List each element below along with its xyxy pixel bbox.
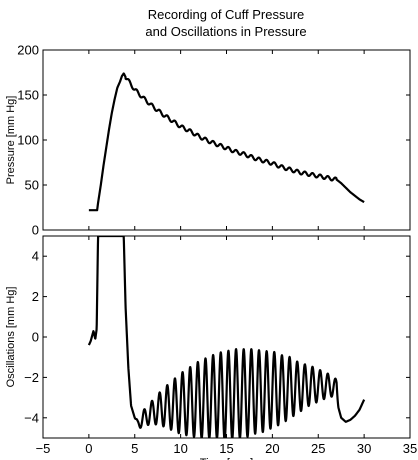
chart-title-line-2: and Oscillations in Pressure [145,24,306,39]
oscillations-panel: −5 0 5 10 15 20 25 30 35 −4 −2 0 2 4 Oscillations [mm … [5,235,417,460]
x-tick-label: 30 [357,441,371,456]
y-tick-label: −2 [24,370,39,385]
y-tick-label: 0 [32,223,39,238]
y-tick-label: 150 [17,88,39,103]
x-tick-label: 5 [131,441,138,456]
y-tick-label: 4 [32,249,39,264]
y-axis-label: Pressure [mm Hg] [5,96,17,185]
y-tick-label: −4 [24,410,39,425]
y-tick-label: 200 [17,43,39,58]
pressure-panel: 0 50 100 150 200 Pressure [mm Hg] [5,43,411,238]
x-axis-label: Time [sec.] [200,457,253,460]
y-tick-label: 0 [32,330,39,345]
x-tick-label: 15 [219,441,233,456]
y-axis-label: Oscillations [mm Hg] [5,287,17,388]
y-tick-label: 50 [25,178,39,193]
x-tick-label: 20 [265,441,279,456]
x-tick-label: −5 [36,441,51,456]
y-tick-label: 100 [17,133,39,148]
x-tick-label: 25 [311,441,325,456]
chart-title-line-1: Recording of Cuff Pressure [148,7,305,22]
x-tick-label: 0 [85,441,92,456]
series-line [87,236,366,438]
x-tick-label: 10 [173,441,187,456]
x-tick-label: 35 [403,441,417,456]
series-line [87,72,366,212]
y-tick-label: 2 [32,289,39,304]
